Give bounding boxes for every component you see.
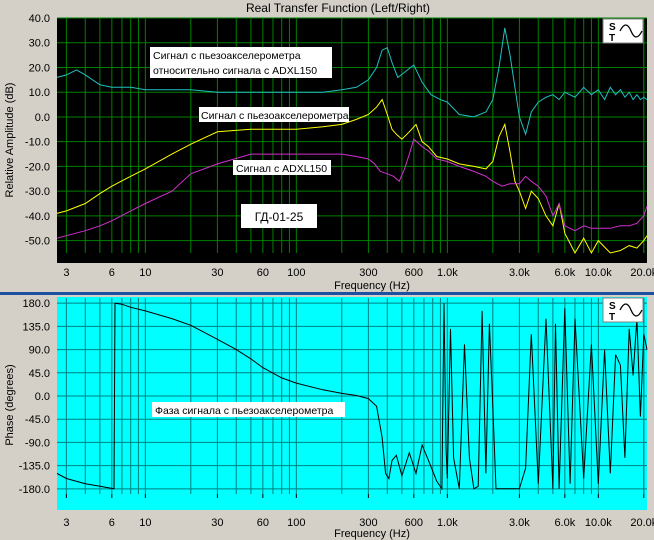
y-tick-label: -30.0 bbox=[25, 186, 50, 198]
svg-text:S: S bbox=[609, 301, 616, 312]
x-tick-label: 30 bbox=[211, 267, 223, 279]
x-tick-label: 10 bbox=[139, 267, 151, 279]
x-tick-label: 10 bbox=[139, 517, 151, 529]
phase-y-tick-labels: 180.0 135.0 90.0 45.0 0.0 -45.0 -90.0 -135.0 -18… bbox=[19, 298, 50, 496]
pane-separator[interactable] bbox=[0, 292, 654, 295]
y-tick-label: -40.0 bbox=[25, 211, 50, 223]
x-tick-label: 600 bbox=[405, 267, 423, 279]
x-tick-label: 6 bbox=[109, 267, 115, 279]
y-tick-label: -50.0 bbox=[25, 236, 50, 248]
y-tick-label: 180.0 bbox=[22, 298, 50, 310]
phase-x-axis-title: Frequency (Hz) bbox=[334, 528, 410, 540]
y-tick-label: 45.0 bbox=[29, 368, 50, 380]
amplitude-y-axis-title: Relative Amplitude (dB) bbox=[4, 83, 16, 198]
phase-y-axis-title: Phase (degrees) bbox=[4, 364, 16, 445]
y-tick-label: 0.0 bbox=[35, 391, 50, 403]
y-tick-label: -45.0 bbox=[25, 414, 50, 426]
amplitude-x-tick-labels: 3 6 10 30 60 100 300 600 1.0k 3.0k 6.0k 10.0k 20.0k bbox=[63, 253, 654, 279]
x-tick-label: 600 bbox=[405, 517, 423, 529]
x-tick-label: 100 bbox=[287, 267, 305, 279]
annotation-magenta-text: Сигнал с ADXL150 bbox=[236, 163, 327, 175]
svg-text:T: T bbox=[609, 33, 615, 44]
y-tick-label: 10.0 bbox=[29, 87, 50, 99]
annotation-phase-label: Фаза сигнала с пьезоакселерометра bbox=[152, 402, 345, 417]
window-title: Real Transfer Function (Left/Right) bbox=[246, 1, 430, 15]
annotation-cyan-label: Сигнал с пьезоакселерометра относительно… bbox=[150, 47, 332, 78]
y-tick-label: 40.0 bbox=[29, 13, 50, 25]
annotation-yellow-text: Сигнал с пьезоакселерометра bbox=[201, 110, 349, 122]
y-tick-label: -20.0 bbox=[25, 161, 50, 173]
x-tick-label: 10.0k bbox=[585, 517, 612, 529]
amplitude-y-tick-labels: 40.0 30.0 20.0 10.0 0.0 -10.0 -20.0 -30.0 -40.0 -… bbox=[25, 13, 50, 248]
amplitude-x-axis-title: Frequency (Hz) bbox=[334, 280, 410, 292]
x-tick-label: 10.0k bbox=[585, 267, 612, 279]
x-tick-label: 3 bbox=[63, 517, 69, 529]
annotation-device-text: ГД-01-25 bbox=[255, 210, 304, 224]
svg-text:T: T bbox=[609, 312, 615, 323]
x-tick-label: 300 bbox=[359, 517, 377, 529]
phase-x-tick-labels: 3 6 10 30 60 100 300 600 1.0k 3.0k 6.0k 10.0k 20.0k bbox=[63, 494, 654, 529]
amplitude-series-group bbox=[56, 27, 648, 255]
series-line-0 bbox=[56, 302, 648, 491]
y-tick-label: -135.0 bbox=[19, 461, 50, 473]
phase-series-group bbox=[56, 302, 648, 491]
series-line-2 bbox=[56, 138, 648, 239]
y-tick-label: -10.0 bbox=[25, 137, 50, 149]
x-tick-label: 1.0k bbox=[437, 267, 458, 279]
annotation-cyan-line2: относительно сигнала с ADXL150 bbox=[153, 65, 317, 77]
x-tick-label: 3.0k bbox=[509, 267, 530, 279]
x-tick-label: 1.0k bbox=[437, 517, 458, 529]
series-line-0 bbox=[56, 27, 648, 137]
series-line-1 bbox=[56, 98, 648, 255]
y-tick-label: 0.0 bbox=[35, 112, 50, 124]
x-tick-label: 3.0k bbox=[509, 517, 530, 529]
y-tick-label: -180.0 bbox=[19, 484, 50, 496]
x-tick-label: 6 bbox=[109, 517, 115, 529]
annotation-phase-text: Фаза сигнала с пьезоакселерометра bbox=[155, 405, 334, 417]
x-tick-label: 20.0k bbox=[630, 517, 654, 529]
y-tick-label: 30.0 bbox=[29, 38, 50, 50]
x-tick-label: 60 bbox=[257, 267, 269, 279]
annotation-yellow-label: Сигнал с пьезоакселерометра bbox=[199, 107, 349, 122]
annotation-cyan-line1: Сигнал с пьезоакселерометра bbox=[153, 50, 301, 62]
x-tick-label: 60 bbox=[257, 517, 269, 529]
x-tick-label: 100 bbox=[287, 517, 305, 529]
amplitude-x-axis-band bbox=[57, 263, 647, 278]
y-tick-label: 90.0 bbox=[29, 345, 50, 357]
annotation-magenta-label: Сигнал с ADXL150 bbox=[233, 160, 331, 175]
x-tick-label: 30 bbox=[211, 517, 223, 529]
y-tick-label: -90.0 bbox=[25, 437, 50, 449]
x-tick-label: 20.0k bbox=[630, 267, 654, 279]
x-tick-label: 6.0k bbox=[554, 267, 575, 279]
x-tick-label: 300 bbox=[359, 267, 377, 279]
annotation-device-label: ГД-01-25 bbox=[241, 204, 317, 228]
phase-grid bbox=[57, 298, 647, 494]
x-tick-label: 6.0k bbox=[554, 517, 575, 529]
y-tick-label: 20.0 bbox=[29, 62, 50, 74]
y-tick-label: 135.0 bbox=[22, 321, 50, 333]
st-sine-icon[interactable]: S T bbox=[602, 297, 644, 323]
svg-text:S: S bbox=[609, 22, 616, 33]
st-sine-icon[interactable]: S T bbox=[602, 18, 644, 44]
x-tick-label: 3 bbox=[63, 267, 69, 279]
